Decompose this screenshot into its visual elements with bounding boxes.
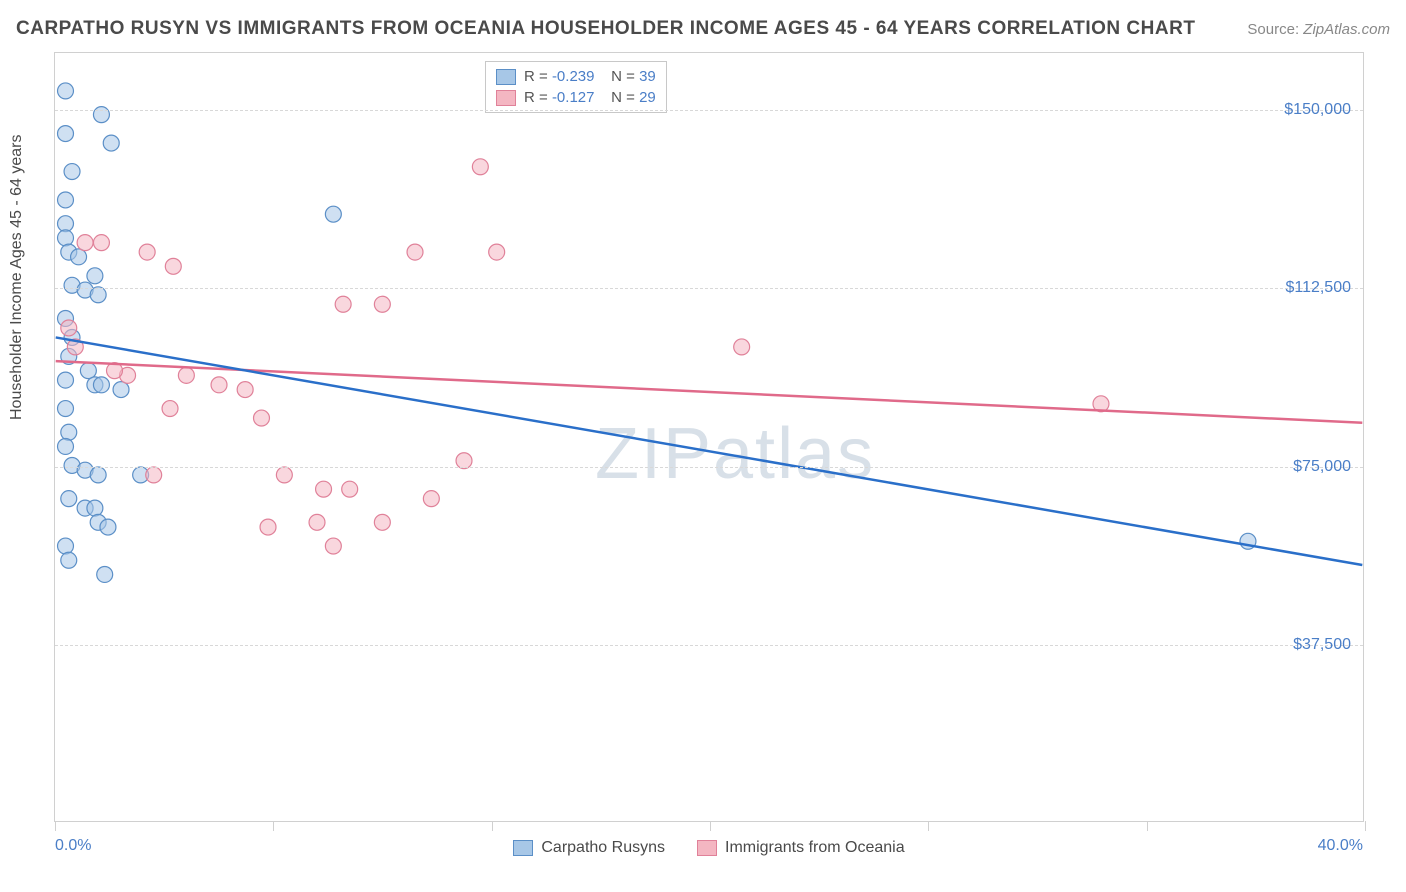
scatter-point (103, 135, 119, 151)
x-tick (55, 821, 56, 831)
scatter-point (165, 258, 181, 274)
legend-swatch-a (496, 69, 516, 85)
legend-swatch-a-bottom (513, 840, 533, 856)
gridline (55, 288, 1363, 289)
scatter-point (325, 538, 341, 554)
chart-plot-area: ZIPatlas R = -0.239 N = 39 R = -0.127 N … (54, 52, 1364, 822)
scatter-point (61, 424, 77, 440)
scatter-point (325, 206, 341, 222)
scatter-point (58, 83, 74, 99)
scatter-point (113, 382, 129, 398)
scatter-point (93, 377, 109, 393)
scatter-point (162, 401, 178, 417)
scatter-point (407, 244, 423, 260)
series-legend: Carpatho Rusyns Immigrants from Oceania (55, 839, 1363, 857)
y-tick-label: $37,500 (1293, 636, 1351, 654)
scatter-point (100, 519, 116, 535)
scatter-point (276, 467, 292, 483)
scatter-point (489, 244, 505, 260)
legend-stats-b: R = -0.127 N = 29 (524, 89, 656, 106)
scatter-point (58, 439, 74, 455)
y-tick-label: $75,000 (1293, 458, 1351, 476)
y-tick-label: $150,000 (1284, 101, 1351, 119)
scatter-point (260, 519, 276, 535)
correlation-legend-row-b: R = -0.127 N = 29 (496, 87, 656, 108)
scatter-point (335, 296, 351, 312)
x-tick (273, 821, 274, 831)
x-tick (1147, 821, 1148, 831)
scatter-point (472, 159, 488, 175)
legend-swatch-b (496, 90, 516, 106)
scatter-point (80, 363, 96, 379)
chart-title: CARPATHO RUSYN VS IMMIGRANTS FROM OCEANI… (16, 18, 1195, 40)
gridline (55, 467, 1363, 468)
scatter-point (87, 500, 103, 516)
scatter-point (97, 567, 113, 583)
scatter-point (423, 491, 439, 507)
scatter-point (61, 320, 77, 336)
source-label: Source: (1247, 21, 1299, 38)
gridline (55, 110, 1363, 111)
x-axis-min-label: 0.0% (55, 837, 91, 855)
legend-stats-a: R = -0.239 N = 39 (524, 68, 656, 85)
scatter-point (61, 552, 77, 568)
scatter-point (64, 164, 80, 180)
scatter-point (139, 244, 155, 260)
scatter-point (90, 467, 106, 483)
scatter-point (211, 377, 227, 393)
scatter-point (237, 382, 253, 398)
gridline (55, 645, 1363, 646)
x-axis-max-label: 40.0% (1318, 837, 1363, 855)
source-value: ZipAtlas.com (1303, 21, 1390, 38)
y-axis-label: Householder Income Ages 45 - 64 years (8, 135, 26, 421)
scatter-point (342, 481, 358, 497)
x-tick (1365, 821, 1366, 831)
legend-swatch-b-bottom (697, 840, 717, 856)
scatter-point (58, 401, 74, 417)
scatter-point (374, 514, 390, 530)
source-attribution: Source: ZipAtlas.com (1247, 21, 1390, 38)
series-legend-item-b: Immigrants from Oceania (697, 839, 905, 857)
scatter-point (374, 296, 390, 312)
scatter-plot-svg (55, 53, 1363, 821)
scatter-point (58, 538, 74, 554)
scatter-point (58, 230, 74, 246)
scatter-point (146, 467, 162, 483)
correlation-legend: R = -0.239 N = 39 R = -0.127 N = 29 (485, 61, 667, 113)
trend-line (56, 337, 1363, 565)
correlation-legend-row-a: R = -0.239 N = 39 (496, 66, 656, 87)
scatter-point (77, 235, 93, 251)
series-a-name: Carpatho Rusyns (541, 839, 665, 857)
x-tick (710, 821, 711, 831)
scatter-point (93, 235, 109, 251)
scatter-point (58, 372, 74, 388)
scatter-point (58, 192, 74, 208)
scatter-point (316, 481, 332, 497)
x-tick (928, 821, 929, 831)
scatter-point (734, 339, 750, 355)
scatter-point (309, 514, 325, 530)
scatter-point (93, 107, 109, 123)
series-legend-item-a: Carpatho Rusyns (513, 839, 665, 857)
scatter-point (254, 410, 270, 426)
scatter-point (87, 268, 103, 284)
series-b-name: Immigrants from Oceania (725, 839, 905, 857)
scatter-point (178, 367, 194, 383)
scatter-point (58, 126, 74, 142)
scatter-point (71, 249, 87, 265)
scatter-point (58, 216, 74, 232)
y-tick-label: $112,500 (1285, 279, 1351, 297)
x-tick (492, 821, 493, 831)
scatter-point (61, 491, 77, 507)
